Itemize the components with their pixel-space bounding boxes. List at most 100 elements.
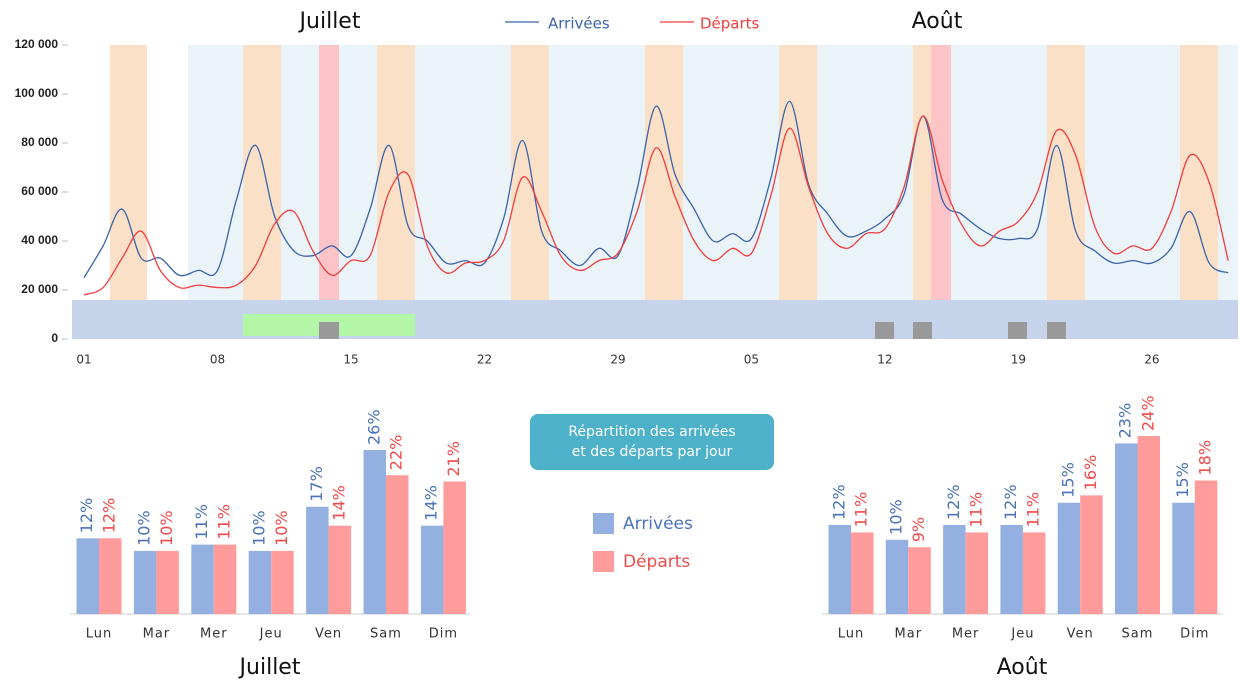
y-tick-label: 100 000	[15, 86, 59, 100]
x-tick-label: Mar	[895, 627, 923, 642]
value-label: 11%	[192, 504, 211, 540]
bar	[828, 525, 851, 614]
x-tick-label: 29	[610, 353, 625, 367]
bar	[76, 538, 99, 614]
value-label: 10%	[249, 510, 268, 546]
weekend-bands	[110, 45, 1218, 300]
x-tick-label: Mar	[143, 627, 171, 642]
bar	[306, 506, 329, 614]
value-label: 14%	[329, 485, 348, 521]
bar	[851, 532, 874, 614]
bar	[1000, 525, 1023, 614]
bar	[420, 525, 444, 614]
chart-title: Juillet	[238, 655, 301, 680]
bar	[133, 550, 157, 614]
bar	[1137, 436, 1160, 614]
value-label: 12%	[77, 498, 96, 534]
bar	[1057, 502, 1081, 614]
bar	[1194, 480, 1218, 614]
x-tick-label: Ven	[1067, 627, 1094, 642]
series-line	[83, 100, 1229, 279]
value-label: 12%	[100, 498, 119, 534]
series-line	[83, 115, 1229, 296]
x-tick-label: Ven	[315, 627, 342, 642]
month-label: Juillet	[298, 9, 361, 34]
bar	[965, 532, 989, 614]
x-tick-label: 05	[744, 353, 759, 367]
value-label: 15%	[1058, 462, 1077, 498]
bar	[213, 544, 237, 614]
value-label: 15%	[1173, 462, 1192, 498]
value-label: 22%	[387, 435, 406, 471]
bar	[248, 550, 272, 614]
bar	[885, 539, 909, 614]
x-tick-label: Dim	[1180, 627, 1209, 642]
value-label: 24%	[1138, 395, 1157, 431]
value-label: 10%	[157, 510, 176, 546]
value-label: 11%	[215, 504, 234, 540]
x-tick-label: 15	[343, 353, 358, 367]
value-label: 12%	[1001, 484, 1020, 520]
x-tick-label: 19	[1011, 353, 1026, 367]
x-tick-label: Sam	[1122, 627, 1154, 642]
bar	[191, 544, 214, 614]
legend-label: Départs	[700, 15, 760, 33]
y-tick-label: 120 000	[15, 37, 59, 51]
value-label: 12%	[829, 484, 848, 520]
bar	[1080, 495, 1103, 614]
value-label: 10%	[272, 510, 291, 546]
x-tick-label: 12	[877, 353, 892, 367]
month-label: Août	[912, 9, 963, 34]
bar	[328, 525, 352, 614]
x-tick-label: Sam	[370, 627, 402, 642]
y-tick-label: 0	[51, 331, 58, 345]
legend-label: Arrivées	[623, 514, 693, 534]
x-tick-label: Jeu	[259, 627, 283, 642]
bar	[943, 525, 966, 614]
value-label: 16%	[1081, 455, 1100, 491]
caption-line: Répartition des arrivées	[568, 424, 735, 440]
caption-line: et des départs par jour	[572, 444, 733, 460]
x-tick-label: Lun	[838, 627, 865, 642]
holiday-bands	[319, 45, 951, 300]
background-bands	[72, 45, 1238, 339]
legend-swatch	[593, 551, 614, 572]
value-label: 12%	[944, 484, 963, 520]
value-label: 11%	[966, 492, 985, 528]
x-tick-label: Jeu	[1010, 627, 1034, 642]
value-label: 9%	[909, 517, 928, 542]
value-label: 11%	[852, 492, 871, 528]
bar	[1172, 502, 1195, 614]
event-markers	[319, 322, 1066, 339]
value-label: 11%	[1024, 492, 1043, 528]
bar	[1022, 532, 1046, 614]
y-tick-label: 80 000	[21, 135, 58, 149]
value-label: 10%	[135, 510, 154, 546]
chart-title: Août	[997, 655, 1048, 680]
bar	[1115, 443, 1138, 614]
x-tick-label: Mer	[200, 627, 228, 642]
y-tick-label: 60 000	[21, 184, 58, 198]
bar	[908, 547, 931, 614]
value-label: 21%	[444, 441, 463, 477]
legend-label: Départs	[623, 552, 690, 572]
x-tick-label: 01	[76, 353, 91, 367]
value-label: 17%	[307, 466, 326, 502]
bar	[271, 550, 294, 614]
caption-box	[530, 414, 774, 470]
legend-swatch	[593, 513, 614, 534]
x-tick-label: 22	[477, 353, 492, 367]
x-tick-label: 26	[1144, 353, 1159, 367]
bar	[363, 450, 386, 614]
x-tick-label: Lun	[86, 627, 113, 642]
value-label: 23%	[1116, 403, 1135, 439]
y-tick-label: 20 000	[21, 282, 58, 296]
value-label: 26%	[364, 409, 383, 445]
x-tick-label: 08	[210, 353, 225, 367]
bar	[99, 538, 122, 614]
bar	[443, 481, 466, 614]
x-tick-label: Dim	[429, 627, 458, 642]
bar	[156, 550, 179, 614]
value-label: 10%	[887, 499, 906, 535]
